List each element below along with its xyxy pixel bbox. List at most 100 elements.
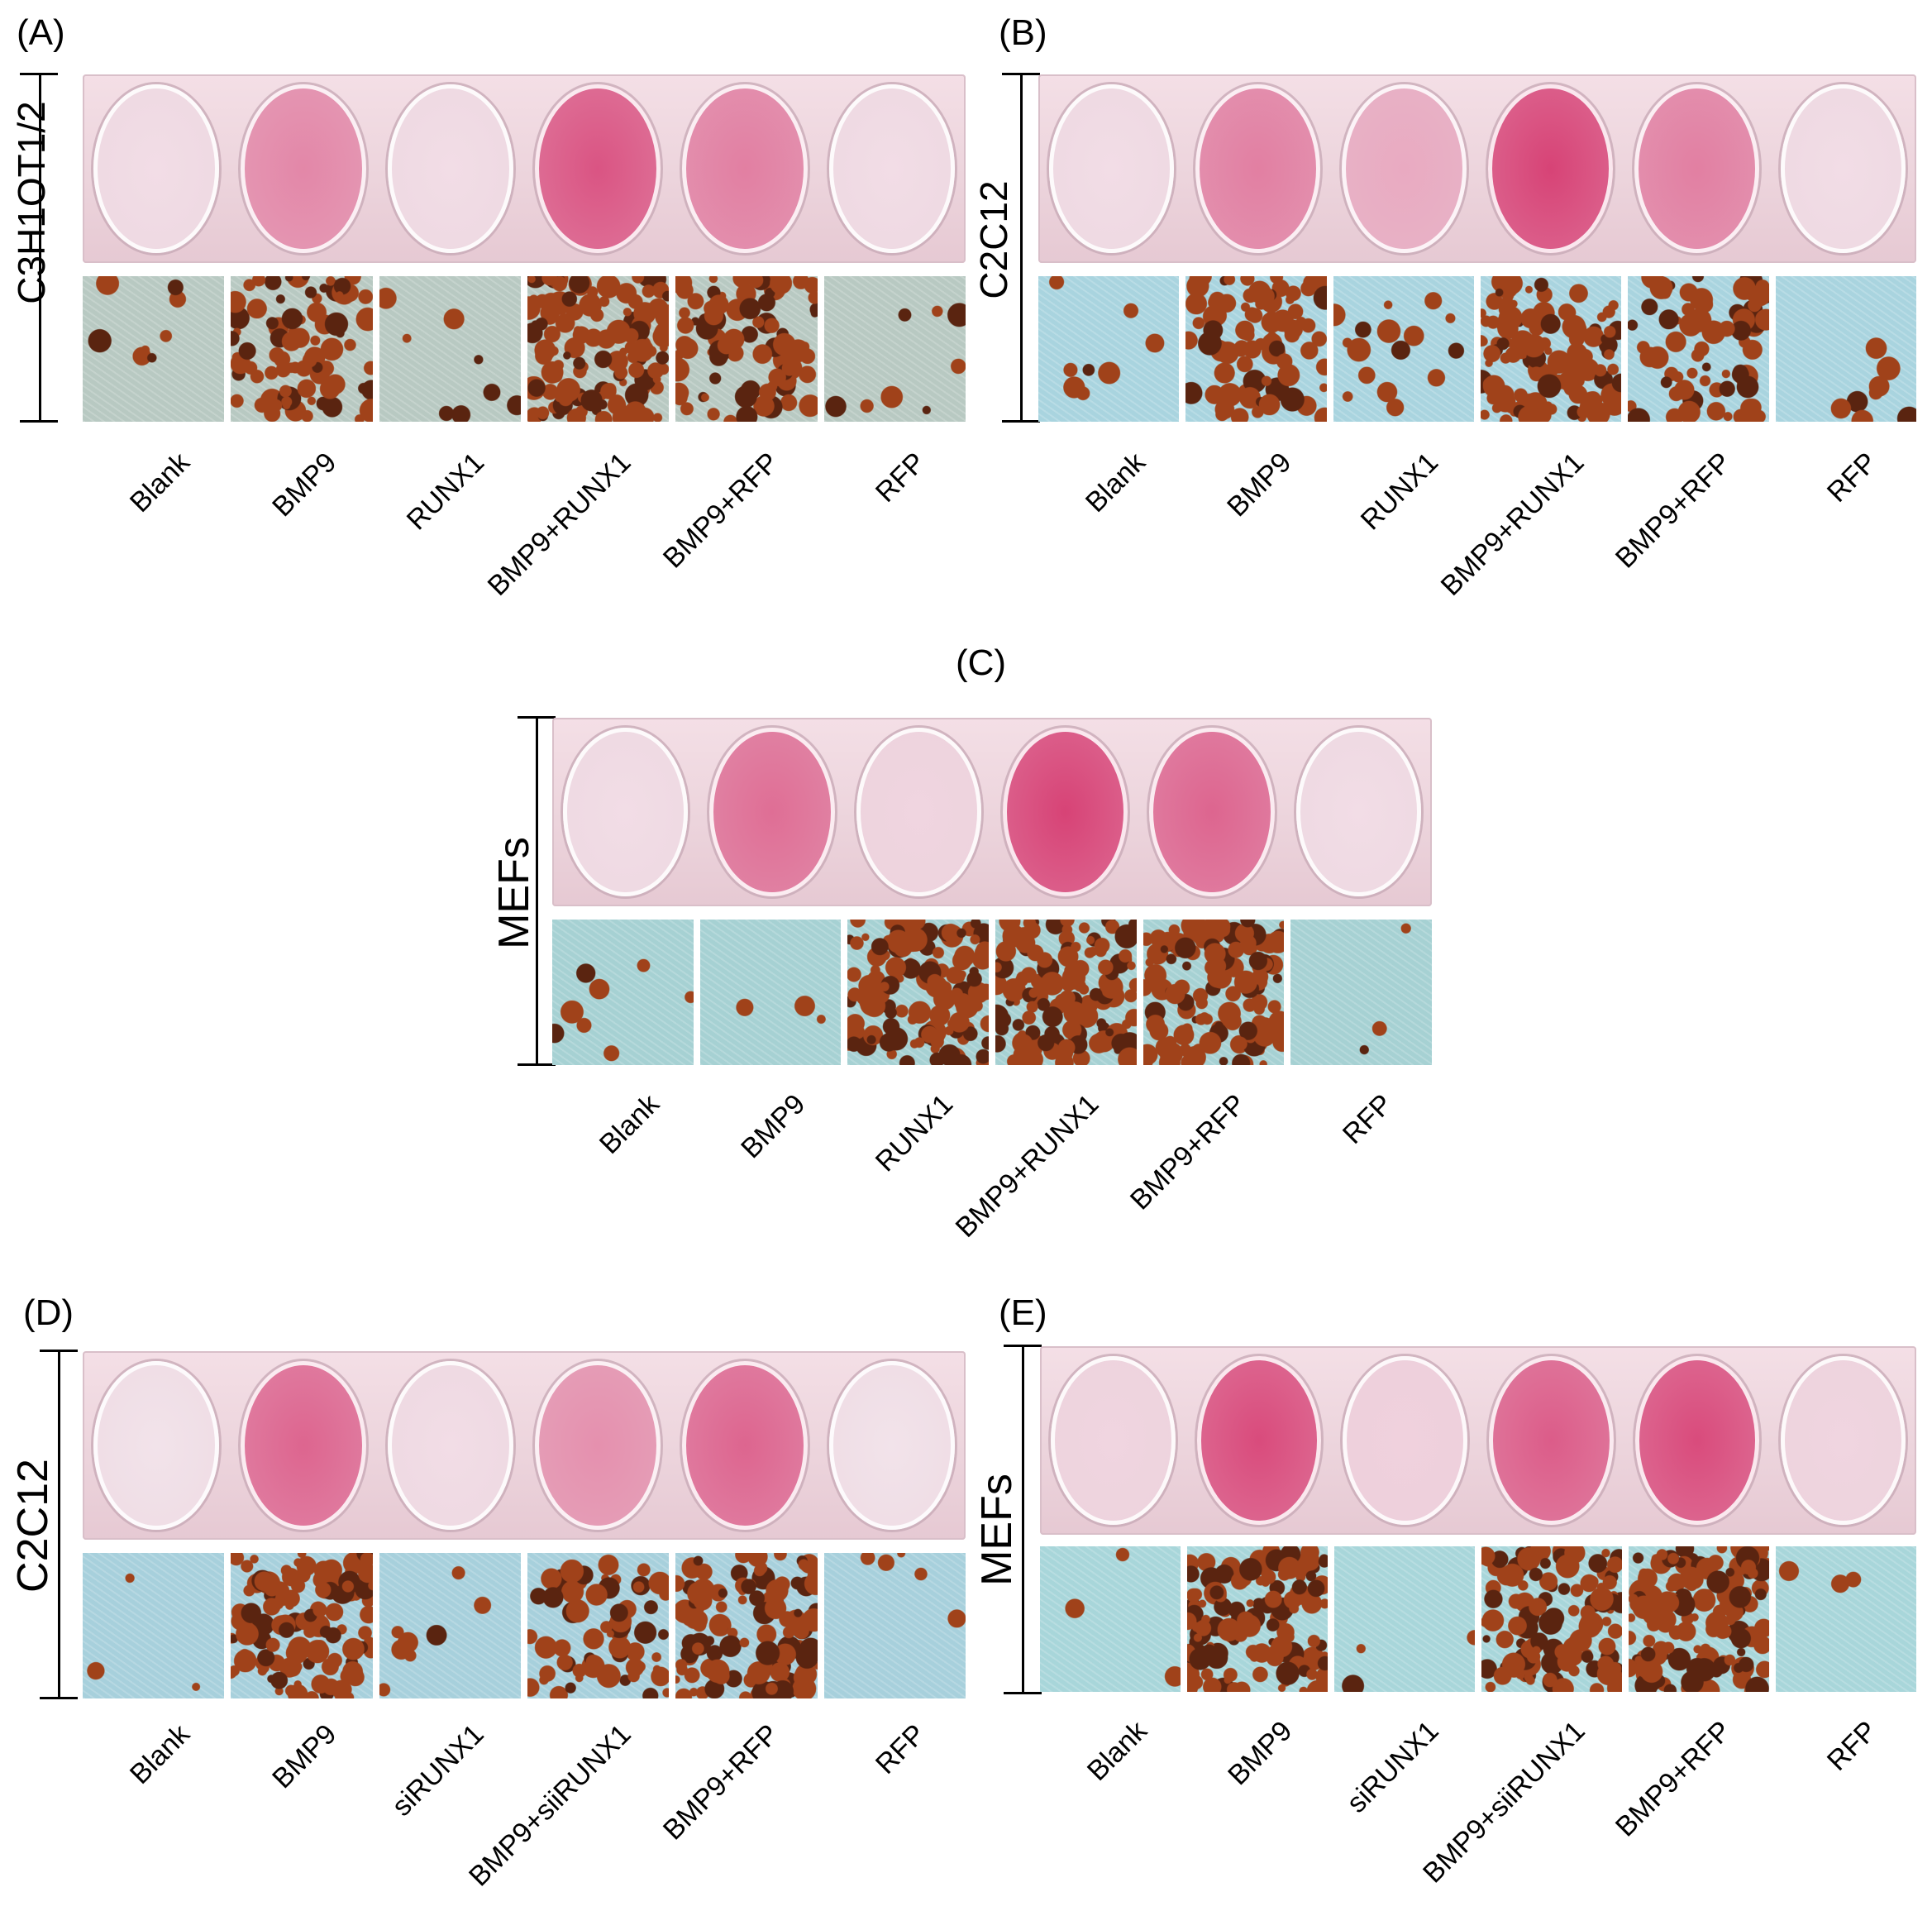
panel-label: (E) — [999, 1292, 1047, 1333]
well-4 — [535, 1361, 661, 1530]
cell-line-label: C3H1OT1/2 — [10, 101, 53, 304]
micrograph-3 — [847, 920, 989, 1065]
well-6 — [1781, 1356, 1906, 1525]
micrograph-4 — [527, 1553, 670, 1698]
micrograph-1 — [83, 276, 225, 422]
panel-label: (A) — [17, 12, 65, 53]
well-plate — [83, 1351, 966, 1540]
bracket — [1020, 74, 1023, 422]
well-3 — [856, 728, 981, 896]
condition-label: BMP9+RFP — [1609, 447, 1738, 575]
bracket — [58, 1351, 60, 1698]
well-5 — [1149, 728, 1275, 896]
micrograph-6 — [823, 1553, 966, 1698]
micrograph-2 — [231, 1553, 373, 1698]
bracket — [536, 718, 538, 1065]
condition-label: BMP9 — [266, 1718, 343, 1795]
condition-label: RUNX1 — [1354, 447, 1444, 537]
micrograph-4 — [1481, 1546, 1622, 1692]
condition-label: BMP9+RUNX1 — [1434, 447, 1591, 602]
cell-line-label: C2C12 — [9, 1459, 57, 1593]
well-1 — [93, 84, 219, 253]
condition-label: RFP — [1820, 1715, 1883, 1777]
well-plate — [1038, 74, 1916, 263]
micrograph-5 — [1628, 276, 1769, 422]
panel-label: (C) — [956, 643, 1007, 683]
condition-label: Blank — [1079, 447, 1152, 519]
micrograph-2 — [231, 276, 373, 422]
condition-label: BMP9+RFP — [1124, 1088, 1252, 1216]
condition-label: siRUNX1 — [386, 1718, 491, 1823]
well-2 — [709, 728, 835, 896]
well-6 — [1295, 728, 1421, 896]
condition-label: BMP9 — [735, 1088, 812, 1165]
condition-label: Blank — [124, 447, 197, 519]
micrograph-1 — [552, 920, 694, 1065]
well-plate — [83, 74, 966, 263]
micrograph-5 — [675, 276, 818, 422]
condition-label: BMP9 — [266, 447, 343, 523]
micrograph-4 — [995, 920, 1137, 1065]
well-plate — [552, 718, 1432, 906]
well-5 — [1634, 84, 1759, 253]
micrograph-2 — [699, 920, 842, 1065]
bracket — [39, 74, 41, 422]
micrograph-6 — [1776, 1546, 1916, 1692]
micrograph-1 — [1040, 1546, 1181, 1692]
well-4 — [1003, 728, 1128, 896]
condition-label: siRUNX1 — [1340, 1715, 1445, 1819]
micrograph-1 — [1038, 276, 1180, 422]
micrograph-6 — [823, 276, 966, 422]
condition-label: BMP9+siiRUNX1 — [1416, 1715, 1591, 1890]
well-3 — [388, 1361, 513, 1530]
condition-label: BMP9+siiRUNX1 — [463, 1718, 638, 1893]
micrograph-3 — [379, 276, 521, 422]
cell-line-label: C2C12 — [972, 180, 1015, 299]
condition-label: BMP9+RFP — [657, 447, 785, 575]
panel-label: (B) — [999, 12, 1047, 53]
micrograph-2 — [1185, 276, 1327, 422]
condition-label: RFP — [1820, 447, 1883, 509]
micrograph-3 — [379, 1553, 521, 1698]
micrograph-5 — [1629, 1546, 1769, 1692]
condition-label: Blank — [1080, 1715, 1153, 1788]
well-1 — [93, 1361, 219, 1530]
micrograph-5 — [1143, 920, 1285, 1065]
micrograph-5 — [675, 1553, 818, 1698]
well-5 — [682, 84, 808, 253]
well-6 — [1781, 84, 1906, 253]
micrograph-6 — [1290, 920, 1432, 1065]
condition-label: Blank — [593, 1088, 665, 1161]
well-6 — [829, 1361, 955, 1530]
condition-label: RUNX1 — [869, 1088, 959, 1178]
condition-label: RUNX1 — [401, 447, 491, 537]
micrograph-2 — [1187, 1546, 1328, 1692]
micrograph-3 — [1333, 276, 1474, 422]
well-3 — [1343, 1356, 1467, 1525]
well-3 — [388, 84, 513, 253]
condition-label: BMP9 — [1220, 447, 1298, 523]
micrograph-3 — [1334, 1546, 1475, 1692]
well-3 — [1342, 84, 1467, 253]
micrograph-4 — [527, 276, 670, 422]
condition-label: BMP9 — [1222, 1715, 1299, 1792]
condition-label: RFP — [870, 447, 933, 509]
cell-line-label: MEFs — [490, 837, 538, 949]
condition-label: RFP — [870, 1718, 933, 1780]
well-5 — [1634, 1356, 1760, 1525]
condition-label: BMP9+RUNX1 — [949, 1088, 1105, 1244]
well-5 — [682, 1361, 808, 1530]
condition-label: Blank — [124, 1718, 197, 1791]
well-2 — [241, 1361, 366, 1530]
well-2 — [1196, 1356, 1322, 1525]
bracket — [1022, 1346, 1024, 1694]
panel-label: (D) — [23, 1292, 74, 1333]
micrograph-1 — [83, 1553, 225, 1698]
well-6 — [829, 84, 955, 253]
well-4 — [535, 84, 661, 253]
well-4 — [1488, 84, 1613, 253]
cell-line-label: MEFs — [973, 1474, 1021, 1586]
well-1 — [563, 728, 689, 896]
well-2 — [241, 84, 366, 253]
condition-label: BMP9+RUNX1 — [482, 447, 637, 602]
